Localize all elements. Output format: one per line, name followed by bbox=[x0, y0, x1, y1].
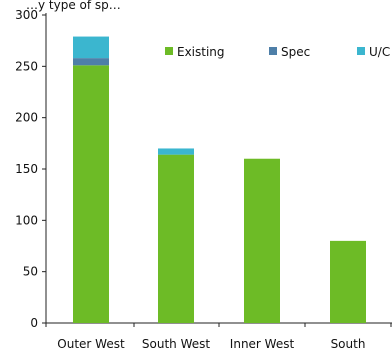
chart-title-fragment: …y type of sp… bbox=[26, 0, 121, 12]
y-tick-label: 250 bbox=[15, 59, 38, 73]
y-tick-label: 0 bbox=[30, 316, 38, 330]
legend-swatch bbox=[165, 47, 173, 55]
y-tick-label: 100 bbox=[15, 213, 38, 227]
bar-segment-existing bbox=[330, 240, 366, 323]
x-category-label: Outer West bbox=[57, 337, 125, 349]
bars bbox=[73, 36, 366, 323]
x-category-label: South bbox=[331, 337, 366, 349]
x-category-label: South West bbox=[142, 337, 210, 349]
bar-segment-u-c bbox=[158, 148, 194, 155]
y-tick-label: 150 bbox=[15, 162, 38, 176]
y-tick-label: 50 bbox=[23, 265, 38, 279]
bar-segment-existing bbox=[158, 154, 194, 323]
y-tick-label: 200 bbox=[15, 111, 38, 125]
x-axis: Outer West South West Inner West South bbox=[45, 322, 392, 349]
legend-label: Existing bbox=[177, 45, 225, 59]
bar-segment-u-c bbox=[73, 36, 109, 59]
x-category-label: Inner West bbox=[230, 337, 295, 349]
bar-segment-existing bbox=[73, 65, 109, 323]
legend-label: U/C bbox=[369, 45, 390, 59]
legend-label: Spec bbox=[281, 45, 310, 59]
y-axis: 0 50 100 150 200 250 300 bbox=[15, 8, 47, 330]
legend: Existing Spec U/C bbox=[165, 45, 390, 59]
y-tick-label: 300 bbox=[15, 8, 38, 22]
bar-segment-spec bbox=[73, 58, 109, 66]
bar-segment-existing bbox=[244, 158, 280, 323]
legend-swatch bbox=[357, 47, 365, 55]
legend-swatch bbox=[269, 47, 277, 55]
